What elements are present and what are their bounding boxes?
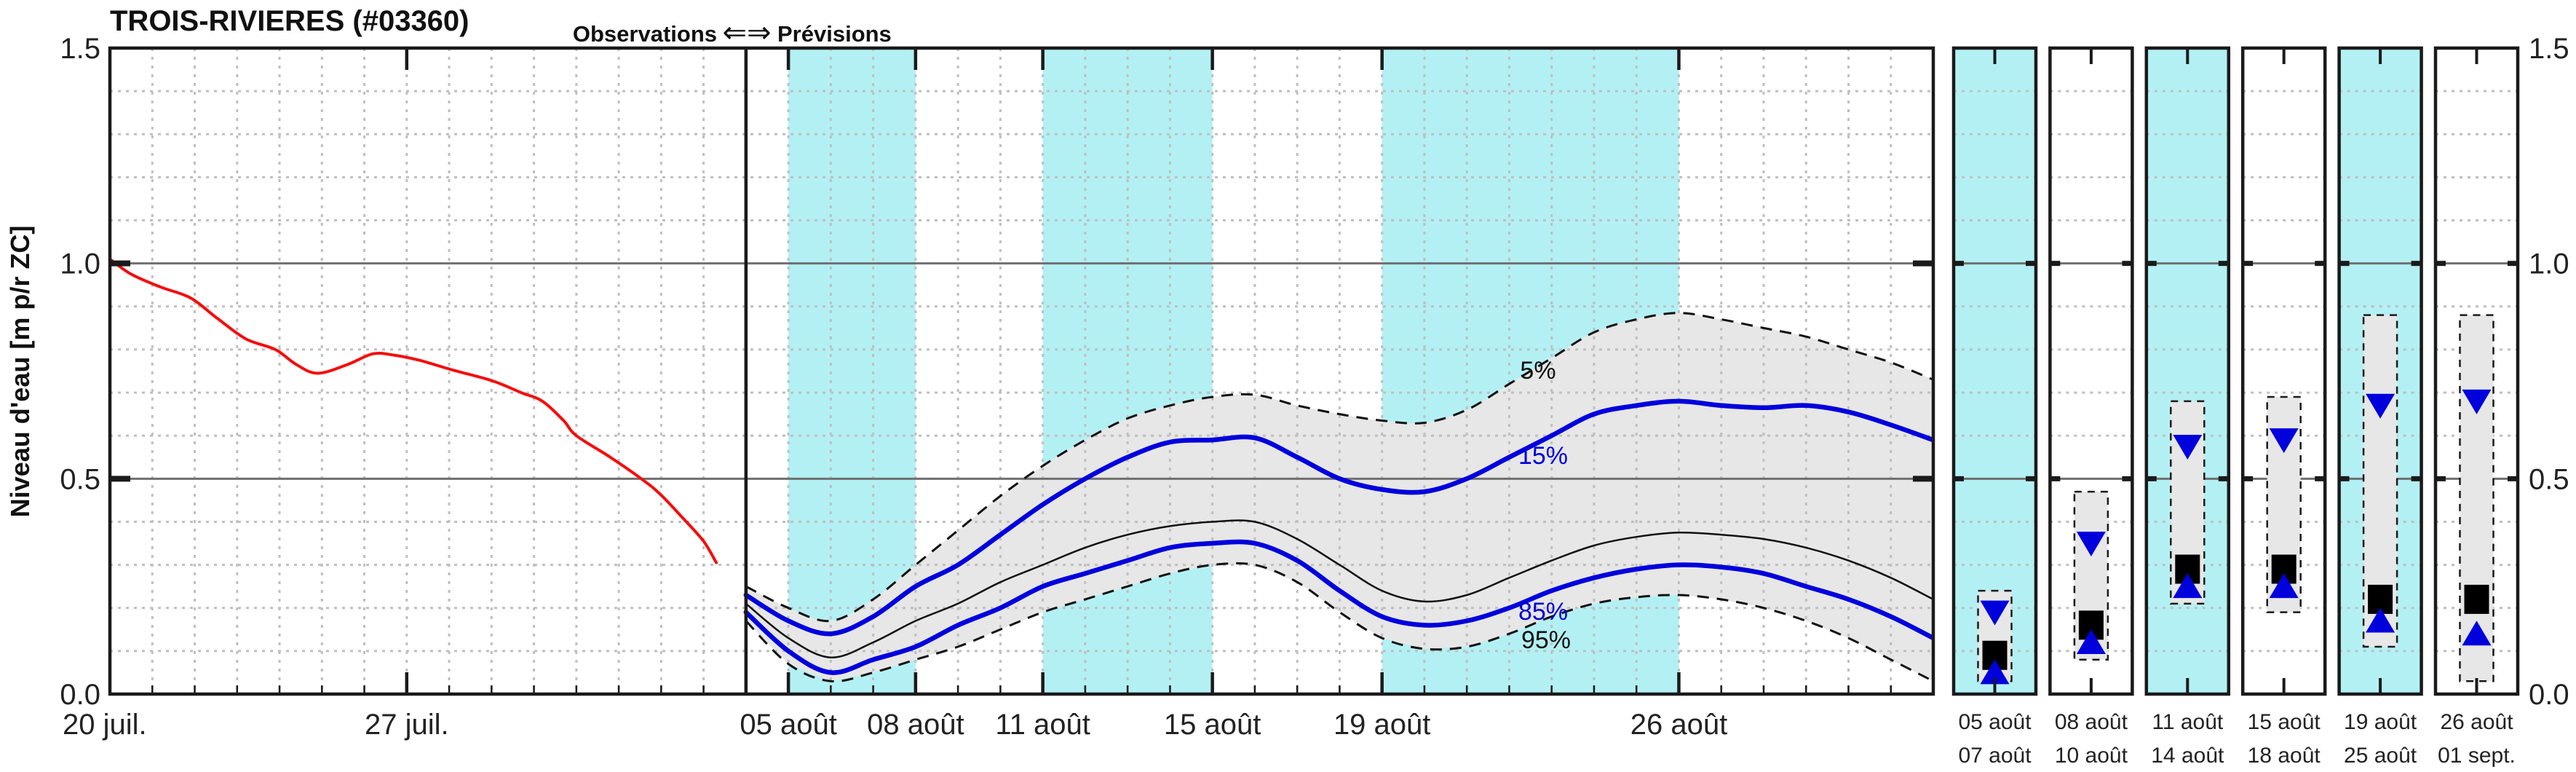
- mini-p15-marker: [1980, 600, 2010, 626]
- mini-p15-marker: [2173, 434, 2203, 460]
- mini-p85-marker: [2366, 607, 2395, 633]
- x-tick-label: 26 août: [1630, 709, 1727, 741]
- y-tick-label: 1.5: [60, 33, 100, 65]
- mini-panels: 05 août 07 août 08 août 10 août 11 août 14 ao…: [1951, 46, 2520, 768]
- chart-title: TROIS-RIVIERES (#03360): [110, 5, 469, 37]
- main-axes: [108, 46, 1935, 696]
- gridlines: [110, 48, 1933, 694]
- right-y-tick-label: 1.0: [2529, 248, 2569, 280]
- mini-start-date-label: 08 août: [2055, 710, 2128, 734]
- mini-end-date-label: 25 août: [2344, 744, 2417, 768]
- pct-85-label: 85%: [1518, 598, 1568, 626]
- mini-panel: 26 août 01 sept.: [2433, 46, 2520, 768]
- mini-p85-marker: [1980, 659, 2010, 685]
- mini-end-date-label: 18 août: [2248, 744, 2321, 768]
- mini-p15-marker: [2269, 428, 2299, 454]
- mini-p85-marker: [2173, 573, 2203, 599]
- mini-panel: 05 août 07 août: [1951, 46, 2038, 768]
- mini-panel: 19 août 25 août: [2337, 46, 2423, 768]
- mini-p15-marker: [2366, 393, 2395, 419]
- p85-curve: [743, 539, 1933, 675]
- right-y-tick-label: 0.0: [2529, 679, 2569, 711]
- mini-end-date-label: 01 sept.: [2438, 744, 2516, 768]
- mini-panel-bg: [1954, 48, 2036, 694]
- mini-start-date-label: 11 août: [2152, 710, 2224, 734]
- axis-tick-labels: 20 juil. 27 juil. 05 août 08 août 11 août 15 …: [60, 33, 2569, 741]
- mini-start-date-label: 26 août: [2440, 710, 2513, 734]
- mini-p15-marker: [2462, 389, 2492, 414]
- x-tick-label: 05 août: [740, 709, 836, 741]
- mini-end-date-label: 10 août: [2055, 744, 2128, 768]
- mini-end-date-label: 07 août: [1958, 744, 2032, 768]
- mini-end-date-label: 14 août: [2151, 744, 2224, 768]
- mini-start-date-label: 05 août: [1958, 710, 2032, 734]
- observed-line: [110, 257, 718, 564]
- mini-p85-marker: [2269, 573, 2299, 599]
- mini-start-date-label: 15 août: [2248, 710, 2321, 734]
- pct-95-label: 95%: [1521, 626, 1571, 654]
- y-tick-label: 0.0: [60, 679, 100, 711]
- observations-label: Observations: [573, 21, 717, 47]
- y-axis-label: Niveau d'eau [m p/r ZC]: [5, 226, 35, 518]
- p95-curve: [745, 562, 1933, 683]
- median-curve: [745, 519, 1933, 658]
- x-tick-label: 15 août: [1164, 709, 1261, 741]
- right-y-tick-label: 0.5: [2529, 463, 2569, 495]
- mini-panel: 08 août 10 août: [2048, 46, 2134, 768]
- pct-15-label: 15%: [1518, 442, 1568, 470]
- mini-median-marker: [2464, 584, 2489, 614]
- mini-p85-marker: [2462, 621, 2492, 646]
- pct-5-label: 5%: [1520, 357, 1555, 385]
- p5-curve: [745, 312, 1933, 623]
- previsions-label: Prévisions: [777, 21, 892, 47]
- mini-start-date-label: 19 août: [2344, 710, 2417, 734]
- y-tick-label: 1.0: [60, 248, 100, 280]
- right-y-tick-label: 1.5: [2529, 33, 2569, 65]
- mini-panel: 15 août 18 août: [2240, 46, 2327, 768]
- p15-curve: [743, 398, 1933, 637]
- y-tick-label: 0.5: [60, 463, 100, 495]
- mini-panel: 11 août 14 août: [2144, 46, 2231, 768]
- x-tick-label: 08 août: [867, 709, 964, 741]
- mini-range-box: [2459, 314, 2494, 682]
- plot-border: [108, 46, 1935, 696]
- x-tick-label: 27 juil.: [365, 709, 449, 741]
- x-tick-label: 11 août: [995, 709, 1090, 741]
- curves: [110, 257, 1933, 683]
- double-arrow-icon: ⇐⇒: [722, 17, 771, 49]
- x-tick-label: 20 juil.: [63, 709, 147, 741]
- mini-p85-marker: [2076, 629, 2106, 655]
- x-tick-label: 19 août: [1333, 709, 1430, 741]
- mini-p15-marker: [2076, 532, 2106, 557]
